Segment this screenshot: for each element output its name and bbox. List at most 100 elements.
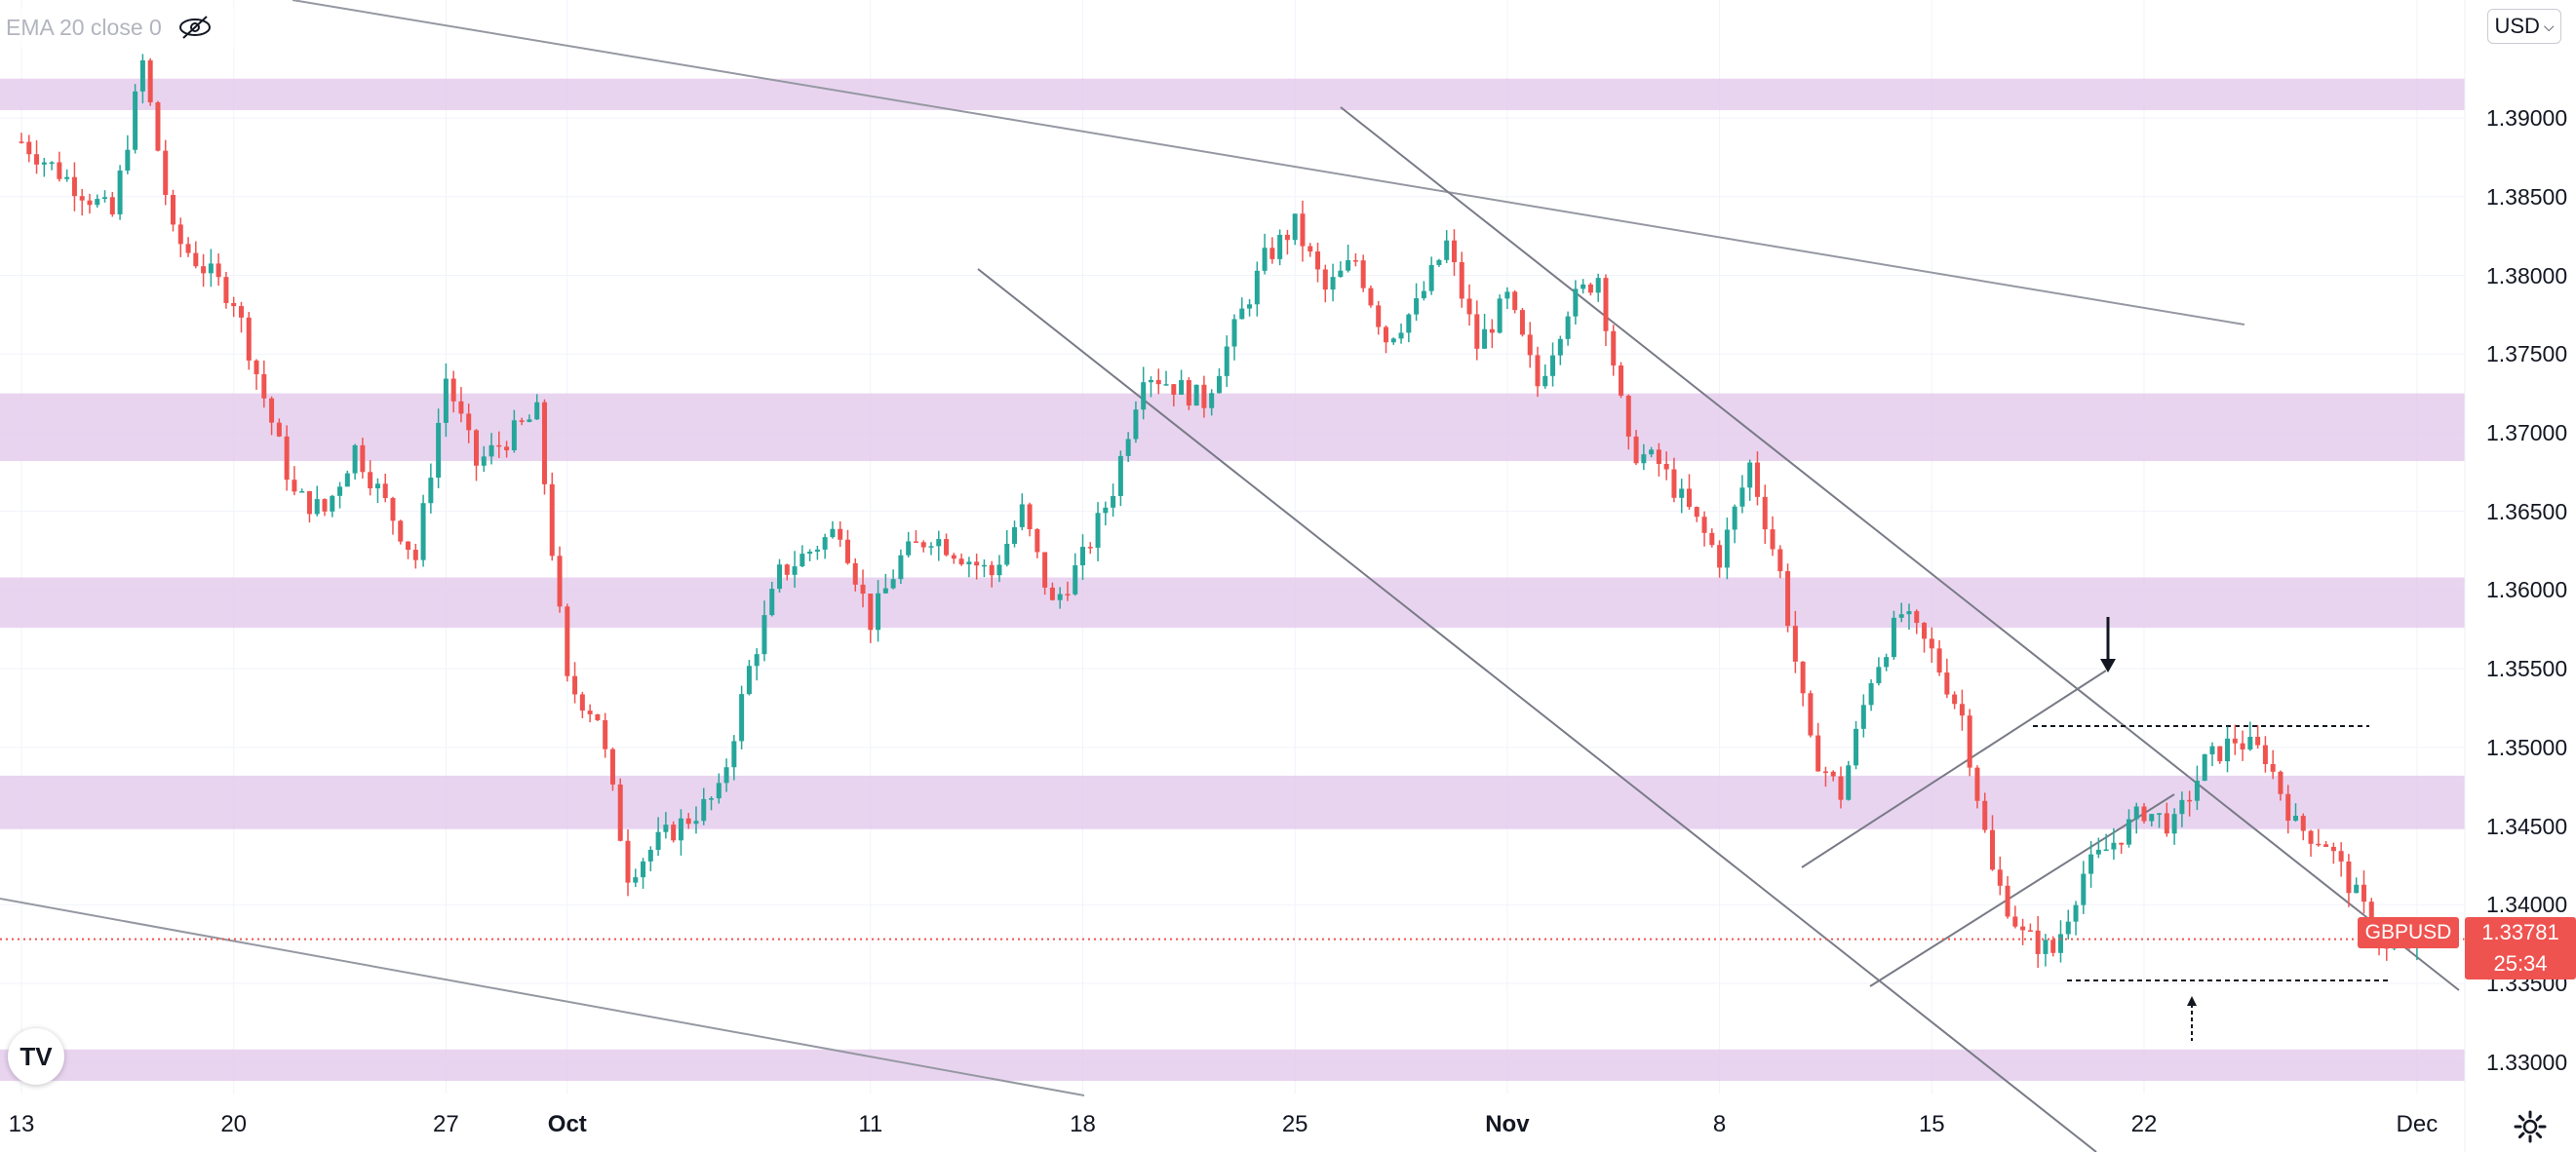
candle-body bbox=[1512, 291, 1518, 311]
up-arrow-icon[interactable] bbox=[2187, 996, 2197, 1006]
candle-body bbox=[246, 317, 252, 361]
price-tick-label: 1.36500 bbox=[2486, 498, 2568, 524]
candle-body bbox=[2262, 745, 2268, 765]
date-tick-label: 15 bbox=[1918, 1111, 1945, 1137]
candle-body bbox=[2202, 753, 2207, 782]
candle-body bbox=[1384, 326, 1388, 343]
candle-body bbox=[1860, 705, 1866, 729]
candle-body bbox=[754, 654, 760, 667]
price-zone[interactable] bbox=[0, 775, 2465, 829]
price-zone[interactable] bbox=[0, 393, 2465, 462]
candle-body bbox=[269, 398, 275, 423]
flag-upper-line[interactable] bbox=[1801, 670, 2107, 868]
date-tick-label: 22 bbox=[2130, 1111, 2158, 1137]
candle-body bbox=[511, 420, 517, 450]
channel-upper-line[interactable] bbox=[1340, 106, 2460, 991]
candle-body bbox=[1012, 526, 1018, 544]
candle-body bbox=[1663, 463, 1669, 470]
tradingview-logo[interactable]: TV bbox=[8, 1028, 64, 1085]
candle-body bbox=[436, 422, 442, 479]
candle-body bbox=[2285, 793, 2291, 822]
candle-body bbox=[1451, 240, 1457, 263]
candle-body bbox=[1057, 594, 1063, 600]
candle-body bbox=[117, 170, 123, 214]
candle-body bbox=[2330, 846, 2336, 852]
candle-body bbox=[109, 197, 115, 214]
candle-body bbox=[1103, 507, 1109, 514]
candle-body bbox=[1216, 375, 1222, 394]
candle-body bbox=[1042, 552, 1048, 588]
candle-body bbox=[102, 197, 108, 200]
candle-body bbox=[936, 539, 942, 547]
candle-body bbox=[1111, 495, 1116, 508]
candle-body bbox=[663, 825, 669, 832]
candle-body bbox=[944, 539, 950, 556]
candle-body bbox=[1967, 715, 1972, 768]
long-resistance-trendline[interactable] bbox=[292, 0, 2245, 326]
candle-body bbox=[1739, 487, 1745, 507]
candle-body bbox=[1489, 328, 1495, 333]
candle-body bbox=[368, 472, 373, 489]
channel-lower-line[interactable] bbox=[977, 268, 2097, 1152]
candle-body bbox=[1527, 334, 1533, 356]
candle-body bbox=[374, 483, 380, 489]
candle-body bbox=[1428, 264, 1434, 291]
candle-body bbox=[2278, 771, 2283, 794]
candle-body bbox=[1603, 278, 1609, 331]
indicator-legend[interactable]: EMA 20 close 0 bbox=[0, 8, 234, 47]
candle-body bbox=[1914, 611, 1920, 624]
candle-body bbox=[171, 195, 176, 225]
candle-body bbox=[1595, 278, 1601, 293]
candle-body bbox=[1717, 545, 1723, 568]
candle-body bbox=[2300, 816, 2306, 831]
gear-icon[interactable] bbox=[2513, 1109, 2548, 1144]
candle-body bbox=[693, 821, 699, 825]
candle-body bbox=[2255, 736, 2261, 746]
candle-body bbox=[527, 419, 532, 422]
grid-lines bbox=[0, 0, 2465, 1094]
candle-body bbox=[1254, 270, 1260, 305]
price-tick-label: 1.39000 bbox=[2486, 105, 2568, 132]
candle-body bbox=[1777, 549, 1783, 572]
price-zone[interactable] bbox=[0, 577, 2465, 629]
candle-body bbox=[504, 446, 510, 450]
chevron-down-icon: ⌵ bbox=[2543, 18, 2555, 34]
candle-body bbox=[769, 589, 775, 616]
price-zone[interactable] bbox=[0, 1049, 2465, 1082]
candle-body bbox=[71, 176, 77, 197]
long-support-trendline[interactable] bbox=[0, 898, 1085, 1096]
candle-body bbox=[2065, 921, 2071, 935]
candle-body bbox=[474, 430, 479, 466]
candle-body bbox=[2057, 934, 2063, 953]
price-zone[interactable] bbox=[0, 78, 2465, 111]
candle-body bbox=[1649, 449, 1655, 455]
candle-body bbox=[238, 306, 244, 318]
symbol-tag: GBPUSD bbox=[2358, 917, 2459, 948]
candle-body bbox=[254, 360, 259, 374]
ema-legend-label[interactable]: EMA 20 close 0 bbox=[6, 14, 162, 40]
currency-selector[interactable]: USD ⌵ bbox=[2487, 9, 2561, 44]
candle-body bbox=[1466, 298, 1472, 315]
flag-lower-line[interactable] bbox=[1869, 793, 2175, 987]
candle-body bbox=[1573, 288, 1579, 317]
candle-body bbox=[314, 499, 320, 515]
candle-body bbox=[1906, 611, 1912, 615]
candle-body bbox=[1117, 455, 1123, 496]
candle-body bbox=[2027, 930, 2033, 932]
candle-body bbox=[1315, 251, 1321, 270]
candle-body bbox=[2157, 813, 2163, 815]
candle-body bbox=[1398, 332, 1404, 339]
down-arrow-icon[interactable] bbox=[2100, 659, 2116, 672]
candle-body bbox=[655, 831, 661, 850]
candle-body bbox=[1800, 661, 1806, 694]
candle-body bbox=[1155, 379, 1161, 385]
price-tick-label: 1.34000 bbox=[2486, 892, 2568, 918]
candle-body bbox=[1754, 462, 1760, 497]
candle-body bbox=[1671, 469, 1677, 498]
candle-body bbox=[193, 252, 199, 267]
candle-body bbox=[1830, 771, 1836, 777]
candle-body bbox=[2346, 861, 2352, 894]
candle-body bbox=[1656, 449, 1661, 464]
eye-crossed-icon[interactable] bbox=[176, 13, 215, 42]
